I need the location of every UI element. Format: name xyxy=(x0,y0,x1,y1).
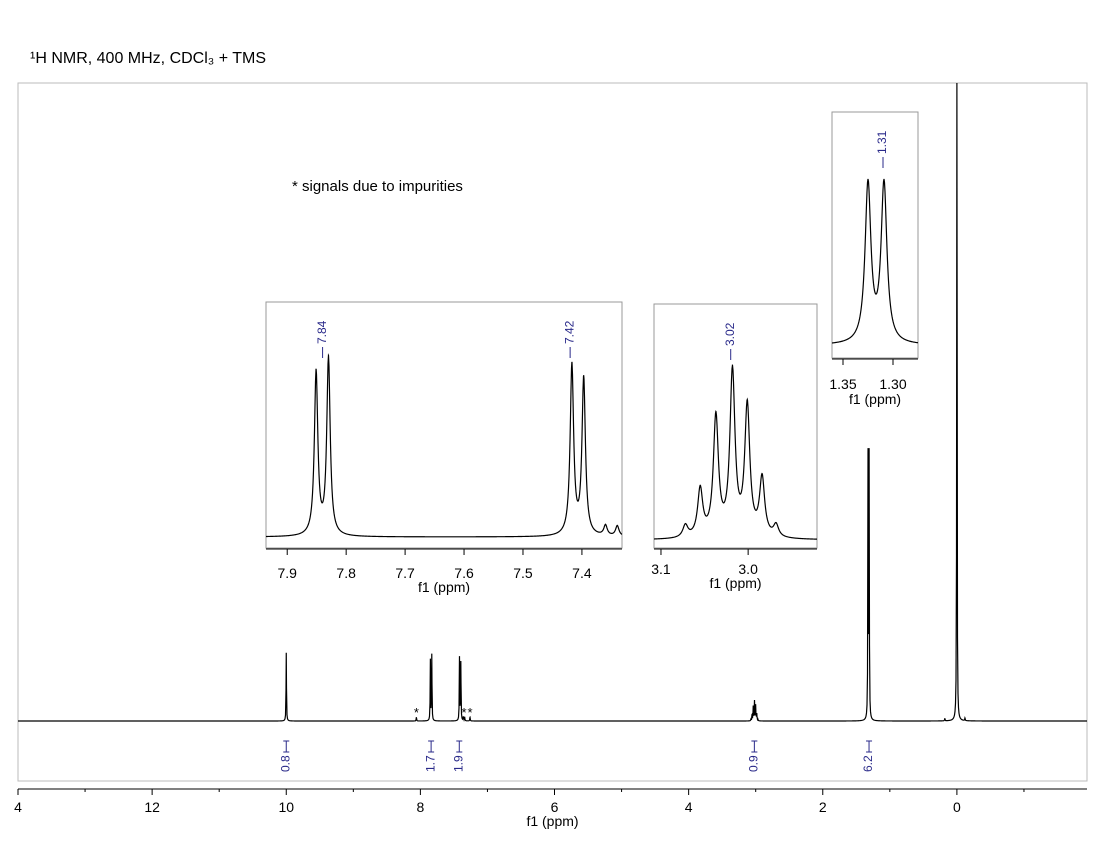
x-tick-label: 7.8 xyxy=(336,565,356,581)
plot-frame xyxy=(17,82,1088,782)
integral-bracket xyxy=(428,740,435,753)
x-tick-label: 10 xyxy=(278,799,294,815)
peak-label: 3.02 xyxy=(723,322,737,346)
peak-label: 1.31 xyxy=(875,130,889,154)
integral-bracket xyxy=(283,740,290,753)
impurity-mark: * xyxy=(467,705,472,720)
spectrum-trace xyxy=(266,353,622,538)
x-tick-label: 2 xyxy=(819,799,827,815)
x-tick-label: 7.7 xyxy=(395,565,415,581)
impurity-mark: * xyxy=(414,705,419,720)
integral-bracket xyxy=(456,740,463,753)
x-tick-label: 1.30 xyxy=(879,376,906,392)
annotation: * signals due to impurities xyxy=(292,178,463,195)
x-tick-label: 12 xyxy=(144,799,160,815)
inset-frame xyxy=(831,111,919,359)
x-tick-label: 7.9 xyxy=(277,565,297,581)
integral-bracket xyxy=(866,740,873,753)
integral-label: 6.2 xyxy=(861,755,875,772)
integral-label: 0.8 xyxy=(278,755,292,772)
integral-label: 0.9 xyxy=(747,755,761,772)
x-tick-label: 7.6 xyxy=(454,565,474,581)
x-tick-label: 8 xyxy=(416,799,424,815)
peak-label: 7.84 xyxy=(315,320,329,344)
x-tick-label: 4 xyxy=(14,799,22,815)
impurity-mark: * xyxy=(461,705,466,720)
x-tick-label: 4 xyxy=(685,799,693,815)
chart-title: ¹H NMR, 400 MHz, CDCl₃ + TMS xyxy=(30,50,266,67)
x-tick-label: 7.5 xyxy=(513,565,533,581)
x-tick-label: 0 xyxy=(953,799,961,815)
x-tick-label: 6 xyxy=(551,799,559,815)
peak-label: 7.42 xyxy=(562,320,576,344)
integral-label: 1.7 xyxy=(423,755,437,772)
x-axis-label: f1 (ppm) xyxy=(418,579,470,595)
integral-label: 1.9 xyxy=(451,755,465,772)
x-tick-label: 3.1 xyxy=(651,561,671,577)
x-axis-label: f1 (ppm) xyxy=(526,813,578,829)
x-tick-label: 3.0 xyxy=(738,561,758,577)
inset-frame xyxy=(265,301,623,549)
spectrum-trace xyxy=(832,178,918,344)
inset-frame xyxy=(653,303,818,549)
x-axis-label: f1 (ppm) xyxy=(849,391,901,407)
x-tick-label: 7.4 xyxy=(572,565,592,581)
spectrum-trace xyxy=(18,83,1087,722)
spectrum-trace xyxy=(654,364,817,540)
x-axis-label: f1 (ppm) xyxy=(709,575,761,591)
x-tick-label: 1.35 xyxy=(829,376,856,392)
integral-bracket xyxy=(751,740,758,753)
